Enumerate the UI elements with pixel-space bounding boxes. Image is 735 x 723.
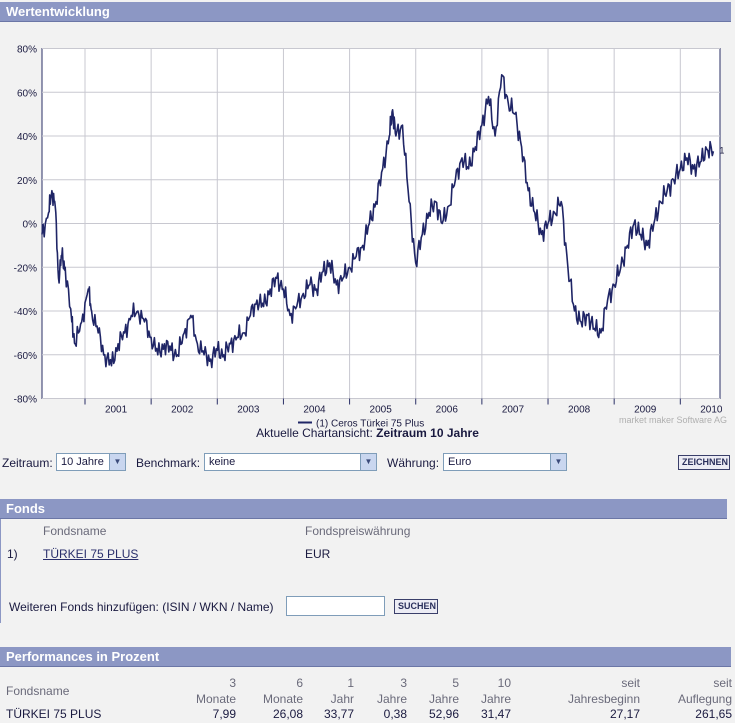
x-tick-label: 2007 xyxy=(502,405,525,416)
perf-name-header: Fondsname xyxy=(6,684,70,698)
perf-header-top: 6 xyxy=(296,676,303,690)
perf-header-bottom: Jahr xyxy=(330,692,354,706)
add-fonds-label: Weiteren Fonds hinzufügen: (ISIN / WKN /… xyxy=(9,600,274,614)
x-tick-label: 2008 xyxy=(568,405,591,416)
y-tick-label: 80% xyxy=(17,45,37,56)
y-tick-label: -40% xyxy=(14,307,37,318)
x-tick-label: 2002 xyxy=(171,405,194,416)
x-tick-label: 2004 xyxy=(303,405,326,416)
perf-value: 7,99 xyxy=(212,707,236,721)
perf-header-bottom: Jahresbeginn xyxy=(567,692,640,706)
waehrung-value: Euro xyxy=(448,456,472,468)
perf-header-top: seit xyxy=(713,676,732,690)
chart-caption: Aktuelle Chartansicht: Zeitraum 10 Jahre xyxy=(0,426,735,440)
zeitraum-select[interactable]: 10 Jahre ▼ xyxy=(56,453,126,471)
draw-button[interactable]: ZEICHNEN xyxy=(678,455,730,470)
perf-value: 33,77 xyxy=(323,707,354,721)
perf-header-bottom: Auflegung xyxy=(677,692,732,706)
chart-section-header: Wertentwicklung xyxy=(0,2,731,22)
chart-caption-value: Zeitraum 10 Jahre xyxy=(376,426,479,440)
y-tick-label: 20% xyxy=(17,176,37,187)
perf-header-top: seit xyxy=(621,676,640,690)
chart-caption-prefix: Aktuelle Chartansicht: xyxy=(256,426,377,440)
x-tick-label: 2010 xyxy=(700,405,723,416)
chart-section-title: Wertentwicklung xyxy=(6,4,110,19)
fonds-section-header: Fonds xyxy=(0,499,727,519)
perf-value: 26,08 xyxy=(272,707,303,721)
perf-header-top: 10 xyxy=(497,676,511,690)
waehrung-label: Währung: xyxy=(387,456,440,470)
perf-row-name: TÜRKEI 75 PLUS xyxy=(6,707,102,721)
perf-value: 31,47 xyxy=(480,707,511,721)
fonds-row-name-link[interactable]: TÜRKEI 75 PLUS xyxy=(43,547,139,561)
performance-chart: 80% 60% 40% 20% 0% -20% -40% -60% -80% 2001 2002 2… xyxy=(14,45,725,430)
search-button[interactable]: SUCHEN xyxy=(394,599,438,614)
benchmark-label: Benchmark: xyxy=(136,456,201,470)
y-tick-label: -60% xyxy=(14,351,37,362)
y-tick-label: 40% xyxy=(17,132,37,143)
fonds-name-header: Fondsname xyxy=(43,524,107,538)
chevron-down-icon[interactable]: ▼ xyxy=(109,454,125,470)
perf-header-bottom: Jahre xyxy=(428,692,459,706)
x-tick-label: 2003 xyxy=(237,405,260,416)
watermark: market maker Software AG xyxy=(618,415,727,425)
fonds-row-currency: EUR xyxy=(305,547,331,561)
fonds-currency-header: Fondspreiswährung xyxy=(305,524,411,538)
performance-section-header: Performances in Prozent xyxy=(0,647,731,667)
zeitraum-value: 10 Jahre xyxy=(61,456,104,468)
y-tick-label: 0% xyxy=(23,220,38,231)
perf-header-top: 3 xyxy=(229,676,236,690)
perf-value: 0,38 xyxy=(383,707,407,721)
y-tick-label: -20% xyxy=(14,263,37,274)
perf-value: 52,96 xyxy=(428,707,459,721)
waehrung-select[interactable]: Euro ▼ xyxy=(443,453,567,471)
performance-section-title: Performances in Prozent xyxy=(6,649,160,664)
perf-header-top: 5 xyxy=(452,676,459,690)
fonds-row-index: 1) xyxy=(7,547,18,561)
benchmark-select[interactable]: keine ▼ xyxy=(204,453,377,471)
x-tick-label: 2009 xyxy=(634,405,657,416)
perf-header-top: 1 xyxy=(347,676,354,690)
legend-label: (1) Ceros Türkei 75 Plus xyxy=(316,419,424,430)
chevron-down-icon[interactable]: ▼ xyxy=(360,454,376,470)
perf-header-bottom: Jahre xyxy=(480,692,511,706)
add-fonds-input[interactable] xyxy=(286,596,385,616)
benchmark-value: keine xyxy=(209,456,236,468)
zeitraum-label: Zeitraum: xyxy=(2,456,53,470)
fonds-section-title: Fonds xyxy=(6,501,45,516)
y-tick-label: 60% xyxy=(17,88,37,99)
fonds-panel: Fondsname Fondspreiswährung 1) TÜRKEI 75… xyxy=(0,519,728,623)
chart-controls: Zeitraum: 10 Jahre ▼ Benchmark: keine ▼ … xyxy=(0,453,735,473)
perf-value: 27,17 xyxy=(609,707,640,721)
y-tick-label: -80% xyxy=(14,395,37,406)
perf-header-bottom: Monate xyxy=(262,692,303,706)
perf-header-bottom: Monate xyxy=(195,692,236,706)
series-line xyxy=(41,74,715,369)
x-tick-label: 2006 xyxy=(436,405,459,416)
x-tick-label: 2001 xyxy=(105,405,128,416)
chevron-down-icon[interactable]: ▼ xyxy=(550,454,566,470)
series-end-label: 1 xyxy=(719,145,724,155)
perf-header-top: 3 xyxy=(400,676,407,690)
perf-header-bottom: Jahre xyxy=(376,692,407,706)
x-tick-label: 2005 xyxy=(370,405,393,416)
perf-value: 261,65 xyxy=(695,707,732,721)
